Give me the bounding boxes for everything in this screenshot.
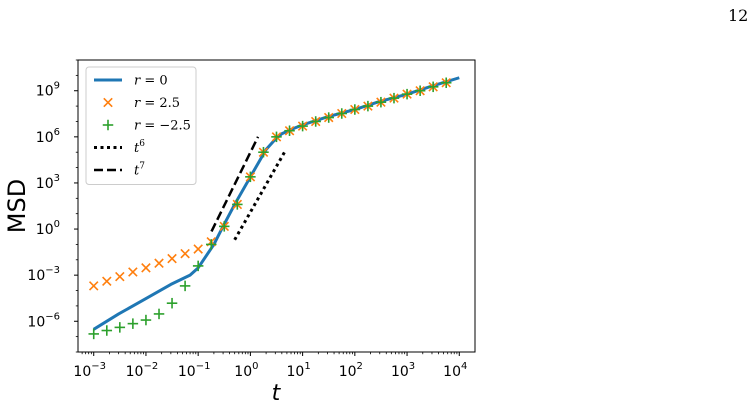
legend-entry-t-7: t7: [94, 162, 145, 179]
y-tick-label-5: 109: [36, 81, 60, 100]
series-r-minus-2-5-point-25: [414, 85, 426, 96]
y-tick-label-1: 10−3: [27, 265, 60, 284]
series-r-2-5-point-4: [141, 263, 151, 273]
legend-label-r-minus-2-5: r = −2.5: [134, 119, 191, 134]
legend-entry-r-0: r = 0: [94, 74, 168, 89]
x-tick-label-6: 103: [391, 361, 415, 380]
series-r-minus-2-5-point-20: [349, 104, 361, 115]
x-tick-label-2: 10−1: [178, 361, 211, 380]
plot-frame: [77, 59, 476, 353]
x-tick-label-3: 100: [234, 361, 258, 380]
series-r-minus-2-5-point-22: [375, 96, 387, 108]
series-r-minus-2-5-markers: [88, 77, 452, 340]
x-tick-label-0: 10−3: [73, 361, 106, 380]
x-tick-label-4: 101: [287, 361, 311, 380]
legend-handle-r-2-5: [103, 97, 113, 108]
y-tick-label-3: 103: [36, 173, 60, 192]
legend-entry-t-6: t6: [94, 139, 145, 156]
series-r-minus-2-5-point-12: [245, 171, 256, 183]
series-r-2-5-point-6: [167, 253, 177, 264]
series-r-2-5-point-0: [88, 281, 99, 291]
series-r-minus-2-5-point-16: [297, 120, 308, 132]
legend: r = 0 r = 2.5 r = −2.5 t6 t7: [85, 66, 197, 185]
legend-box: [85, 66, 197, 185]
series-r-2-5-point-2: [115, 271, 125, 282]
series-r-minus-2-5-point-19: [336, 108, 348, 119]
series-r-minus-2-5-point-13: [258, 146, 269, 158]
series-r-minus-2-5-point-9: [205, 239, 217, 250]
legend-handle-r-minus-2-5: [102, 119, 114, 131]
y-axis-label: MSD: [3, 179, 31, 233]
ticks-layer: 10−3 10−2 10−1 100 101 102 103 104 10−6 10−3 100 10…: [27, 59, 467, 380]
x-axis-label: t: [272, 381, 282, 406]
legend-label-r-0: r = 0: [134, 74, 168, 89]
series-r-minus-2-5-point-14: [271, 131, 282, 143]
series-r-minus-2-5-point-27: [440, 77, 452, 89]
series-r-minus-2-5-point-1: [101, 325, 113, 336]
x-tick-label-7: 104: [443, 361, 467, 380]
series-r-minus-2-5-point-10: [219, 221, 230, 232]
legend-entry-r-2-5: r = 2.5: [103, 96, 180, 111]
series-r-minus-2-5-point-15: [284, 125, 295, 136]
series-r-minus-2-5-point-5: [153, 308, 165, 320]
legend-label-t-7: t7: [134, 162, 145, 179]
series-r-minus-2-5-point-7: [179, 280, 191, 292]
x-tick-label-5: 102: [339, 361, 363, 380]
page-number: 12: [728, 6, 749, 25]
y-tick-label-0: 10−6: [27, 311, 60, 330]
series-r-minus-2-5-point-8: [192, 260, 204, 272]
series-r-minus-2-5-point-2: [114, 322, 126, 333]
legend-label-t-6: t6: [134, 139, 145, 156]
series-r-minus-2-5-point-4: [140, 314, 152, 326]
x-tick-label-1: 10−2: [126, 361, 159, 380]
series-r-2-5-point-8: [193, 244, 203, 254]
series-r-minus-2-5-point-24: [401, 88, 413, 100]
series-r-minus-2-5-point-0: [88, 328, 99, 340]
series-r-2-5-point-7: [180, 248, 190, 259]
series-r-minus-2-5-point-21: [362, 100, 374, 112]
series-r-minus-2-5-point-23: [388, 92, 400, 104]
series-r-minus-2-5-point-11: [232, 199, 243, 210]
series-t-7-line: [210, 136, 260, 232]
series-r-2-5-point-5: [154, 258, 164, 268]
series-t-6-line: [233, 151, 286, 241]
series-r-minus-2-5-point-17: [310, 116, 321, 127]
y-tick-label-2: 100: [36, 219, 60, 238]
legend-entry-r-minus-2-5: r = −2.5: [102, 119, 191, 134]
series-r-minus-2-5-point-6: [166, 297, 178, 309]
series-r-2-5-point-3: [128, 267, 138, 277]
series-r-minus-2-5-point-3: [127, 318, 139, 329]
series-layer: [88, 76, 460, 340]
y-tick-label-4: 106: [36, 127, 60, 146]
series-r-minus-2-5-point-26: [427, 81, 439, 93]
series-r-2-5-point-1: [102, 276, 112, 287]
series-r-minus-2-5-point-18: [323, 112, 334, 123]
legend-label-r-2-5: r = 2.5: [134, 96, 180, 111]
